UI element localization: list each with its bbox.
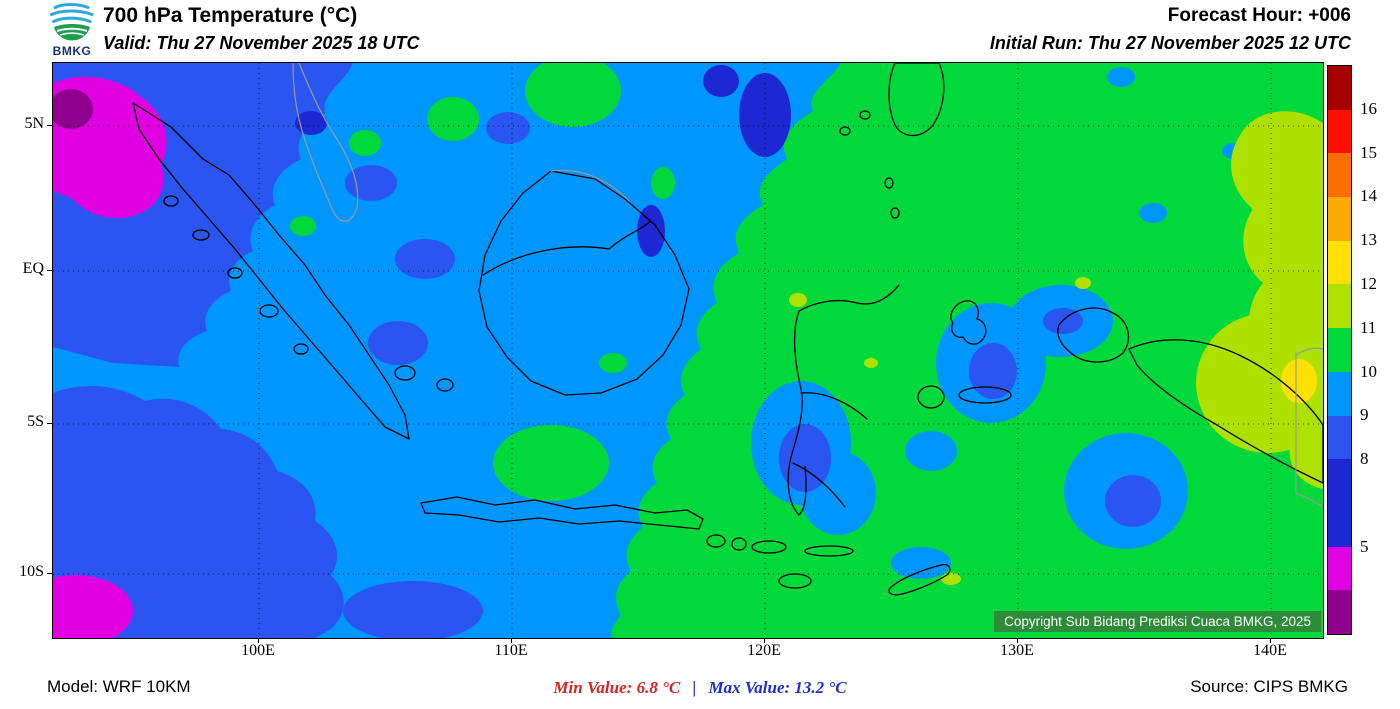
lon-axis-label: 140E (1253, 642, 1287, 659)
forecast-hour: Forecast Hour: +006 (1167, 5, 1351, 26)
colorbar-label: 12 (1360, 274, 1377, 293)
lat-axis-label: 5N (24, 115, 44, 132)
lat-axis-label: 5S (27, 413, 44, 430)
min-value: 6.8 °C (636, 678, 681, 697)
colorbar-segment (1328, 109, 1351, 154)
initial-run: Initial Run: Thu 27 November 2025 12 UTC (989, 33, 1351, 53)
model-label: Model: WRF 10KM (47, 677, 191, 696)
colorbar-label: 10 (1360, 362, 1377, 381)
colorbar-segment (1328, 459, 1351, 547)
colorbar-label: 13 (1360, 230, 1377, 249)
copyright-notice: Copyright Sub Bidang Prediksi Cuaca BMKG… (994, 611, 1321, 632)
valid-datetime: Valid: Thu 27 November 2025 18 UTC (103, 33, 420, 53)
axis-tick (764, 638, 765, 643)
colorbar-segment (1328, 328, 1351, 372)
colorbar-segment (1328, 66, 1351, 110)
colorbar-label: 15 (1360, 143, 1377, 162)
lon-axis-label: 120E (747, 642, 781, 659)
colorbar-label: 14 (1360, 186, 1377, 205)
temperature-field-svg (53, 63, 1323, 638)
value-separator: | (692, 678, 697, 697)
axis-tick (258, 638, 259, 643)
min-value-label: Min Value: (553, 678, 633, 697)
coastlines (132, 63, 1323, 596)
weather-map: Copyright Sub Bidang Prediksi Cuaca BMKG… (52, 62, 1324, 639)
colorbar-label: 8 (1360, 449, 1369, 468)
colorbar-segment (1328, 153, 1351, 198)
axis-tick (1017, 638, 1018, 643)
axis-tick (1270, 638, 1271, 643)
bmkg-logo-label: BMKG (52, 44, 92, 58)
colorbar-segment (1328, 240, 1351, 285)
lat-axis-label: EQ (22, 260, 44, 277)
source-label: Source: CIPS BMKG (1190, 677, 1348, 696)
colorbar-segment (1328, 284, 1351, 329)
colorbar-label: 11 (1360, 318, 1377, 337)
page-title: 700 hPa Temperature (°C) (103, 4, 358, 27)
axis-tick (47, 125, 52, 126)
temperature-fill-layer (53, 63, 1323, 638)
colorbar-segment (1328, 415, 1351, 460)
axis-tick (47, 270, 52, 271)
bmkg-logo: BMKG (44, 3, 100, 58)
max-value: 13.2 °C (794, 678, 847, 697)
colorbar-segment (1328, 197, 1351, 241)
lon-axis-label: 130E (1000, 642, 1034, 659)
gridlines (53, 63, 1323, 638)
colorbar-label: 5 (1360, 537, 1369, 556)
axis-tick (511, 638, 512, 643)
colorbar-segment (1328, 546, 1351, 591)
max-value-label: Max Value: (708, 678, 791, 697)
colorbar-segment (1328, 371, 1351, 416)
bmkg-logo-icon (50, 3, 94, 41)
colorbar-labels: 16 15 14 13 12 11 10 9 8 5 (1360, 65, 1396, 635)
lat-axis-label: 10S (19, 563, 44, 580)
colorbar-segment (1328, 590, 1351, 634)
colorbar (1327, 65, 1352, 635)
colorbar-label: 16 (1360, 99, 1377, 118)
minmax-values: Min Value: 6.8 °C | Max Value: 13.2 °C (553, 678, 846, 698)
lon-axis-label: 100E (241, 642, 275, 659)
lon-axis-label: 110E (494, 642, 528, 659)
colorbar-label: 9 (1360, 405, 1369, 424)
axis-tick (47, 423, 52, 424)
country-borders (292, 63, 1323, 508)
axis-tick (47, 573, 52, 574)
